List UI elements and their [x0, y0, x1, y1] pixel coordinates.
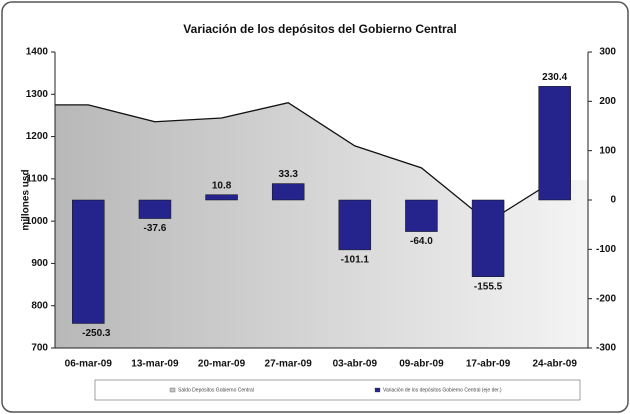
bar	[538, 86, 571, 201]
y-tick-label: 700	[31, 343, 48, 354]
y2-tick-label: -200	[596, 293, 616, 304]
x-tick-label: 06-mar-09	[65, 359, 113, 370]
legend-label: Saldo Depósitos Gobierno Central	[178, 387, 254, 393]
data-label: 33.3	[278, 169, 298, 180]
x-tick-label: 20-mar-09	[198, 359, 246, 370]
legend	[94, 379, 581, 401]
y2-tick-label: 0	[610, 195, 616, 206]
x-tick-label: 17-abr-09	[466, 359, 511, 370]
y-tick-label: 1000	[26, 216, 49, 227]
y-axis-label: millones usd	[21, 169, 32, 230]
y-tick-label: 1300	[26, 89, 49, 100]
bar	[405, 199, 438, 232]
y-tick-label: 800	[31, 300, 48, 311]
y2-tick-label: 100	[599, 145, 616, 156]
bar	[205, 194, 238, 201]
x-tick-label: 09-abr-09	[399, 359, 444, 370]
y-tick-label: 1200	[26, 131, 49, 142]
data-label: -37.6	[144, 223, 167, 234]
bar	[338, 199, 372, 251]
x-tick-label: 03-abr-09	[333, 359, 378, 370]
legend-swatch	[374, 387, 381, 393]
bar	[471, 199, 505, 277]
bar	[72, 199, 105, 324]
y2-tick-label: 300	[599, 47, 616, 58]
y2-tick-label: -100	[596, 244, 616, 255]
y-tick-label: 1400	[26, 47, 49, 58]
data-label: 10.8	[212, 180, 232, 191]
data-label: -64.0	[410, 236, 433, 247]
x-tick-label: 13-mar-09	[131, 359, 179, 370]
y2-tick-label: 200	[599, 96, 616, 107]
y2-tick-label: -300	[596, 343, 616, 354]
legend-swatch	[169, 387, 176, 393]
legend-label: Variación de los depósitos Gobierno Cent…	[383, 387, 502, 393]
bar	[271, 183, 305, 201]
data-label: -101.1	[341, 255, 370, 266]
chart-title: Variación de los depósitos del Gobierno …	[183, 22, 456, 36]
x-tick-label: 24-abr-09	[532, 359, 577, 370]
area-fill	[55, 102, 588, 348]
x-tick-label: 27-mar-09	[265, 359, 313, 370]
data-label: -250.3	[82, 328, 111, 339]
data-label: 230.4	[542, 72, 567, 83]
y-tick-label: 1100	[26, 173, 48, 184]
y-tick-label: 900	[31, 258, 48, 269]
area-line	[55, 102, 556, 223]
bar	[138, 199, 172, 219]
data-label: -155.5	[474, 281, 503, 292]
